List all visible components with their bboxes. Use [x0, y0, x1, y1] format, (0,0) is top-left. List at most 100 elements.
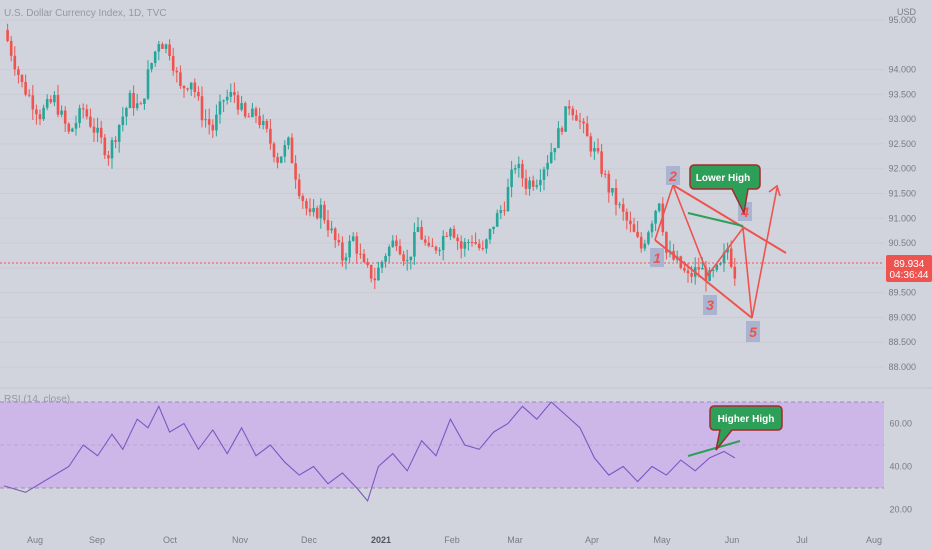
- time-tick-label: Oct: [163, 535, 178, 545]
- candle: [643, 239, 647, 252]
- candle: [571, 105, 575, 121]
- candle-body: [211, 124, 215, 131]
- candle: [704, 260, 708, 292]
- candle-body: [517, 163, 521, 169]
- candle-body: [650, 223, 654, 233]
- candle-body: [531, 180, 535, 187]
- candle: [233, 82, 236, 104]
- candle-body: [431, 245, 434, 247]
- candle-body: [535, 185, 539, 187]
- candle-body: [441, 235, 445, 251]
- candle: [503, 201, 506, 216]
- candle-body: [49, 99, 53, 103]
- candle-body: [524, 178, 528, 189]
- candle: [654, 209, 657, 232]
- candle-body: [114, 140, 117, 142]
- candle-body: [258, 115, 261, 126]
- candle-body: [125, 108, 128, 117]
- candle: [139, 101, 143, 105]
- candle: [355, 232, 359, 264]
- candle: [521, 159, 524, 187]
- candle-body: [344, 257, 348, 261]
- candle-body: [139, 103, 143, 105]
- candle: [49, 95, 53, 104]
- candle: [179, 65, 182, 89]
- candle: [470, 235, 474, 247]
- candle: [387, 244, 391, 263]
- candle: [193, 78, 197, 98]
- candle-body: [625, 211, 629, 221]
- wave-label-box-1: [650, 248, 664, 267]
- candle: [351, 232, 355, 242]
- price-tick-label: 89.500: [888, 288, 916, 298]
- candle-body: [9, 40, 13, 56]
- candle-body: [71, 128, 74, 132]
- candle: [506, 178, 510, 212]
- candle-body: [409, 256, 413, 261]
- candle-body: [225, 96, 229, 101]
- candle-body: [128, 93, 132, 109]
- candle: [319, 198, 323, 229]
- candle: [110, 137, 114, 169]
- candle-body: [301, 196, 305, 201]
- candle-body: [366, 262, 369, 266]
- candle-body: [229, 92, 233, 97]
- candle: [488, 228, 492, 244]
- candle: [240, 95, 243, 112]
- candle: [211, 119, 215, 139]
- candle-body: [78, 108, 81, 124]
- candle: [474, 232, 477, 245]
- candle: [441, 230, 445, 261]
- price-tick-label: 89.000: [888, 312, 916, 322]
- candle: [560, 126, 564, 135]
- candle: [557, 121, 560, 149]
- candle: [459, 235, 463, 259]
- candle-body: [639, 236, 643, 249]
- candle: [20, 74, 24, 88]
- candle: [549, 143, 553, 164]
- candle: [107, 150, 110, 166]
- candle-body: [222, 100, 225, 102]
- rsi-tick-label: 40.00: [889, 462, 912, 472]
- candle-body: [679, 256, 683, 269]
- candle: [297, 173, 301, 200]
- candle: [495, 209, 499, 227]
- candle-body: [434, 246, 438, 251]
- candle: [657, 202, 661, 213]
- candle: [89, 108, 92, 129]
- candle: [416, 217, 420, 233]
- time-axis: Aug Sep Oct Nov Dec 2021 Feb Mar Apr May Jun Jul Aug: [27, 535, 882, 545]
- candle-body: [254, 108, 258, 116]
- candle: [182, 85, 186, 98]
- candle-body: [654, 210, 657, 224]
- candle: [218, 94, 222, 124]
- candle: [621, 198, 625, 221]
- candle: [269, 119, 272, 150]
- candle: [492, 226, 495, 234]
- candle-body: [449, 228, 452, 237]
- candle: [719, 261, 722, 266]
- candle-body: [474, 241, 477, 244]
- candle: [722, 243, 726, 272]
- candle-body: [470, 241, 474, 243]
- candle: [366, 258, 369, 268]
- candle: [315, 205, 319, 220]
- candle: [53, 91, 56, 107]
- candle: [125, 106, 128, 126]
- candle: [99, 120, 103, 144]
- candle-body: [596, 148, 600, 152]
- wave-annotations: 1 2 3 4 5 Lower High: [650, 164, 787, 342]
- candle-body: [384, 256, 387, 262]
- candle: [499, 205, 503, 220]
- candle-body: [445, 235, 449, 237]
- candle-body: [459, 241, 463, 249]
- candle: [607, 170, 611, 203]
- candle-body: [355, 236, 359, 254]
- candle: [85, 104, 89, 120]
- candle-body: [330, 228, 333, 231]
- candle: [200, 86, 204, 128]
- candle-body: [506, 187, 510, 212]
- candle-body: [542, 169, 546, 180]
- candle: [222, 99, 225, 113]
